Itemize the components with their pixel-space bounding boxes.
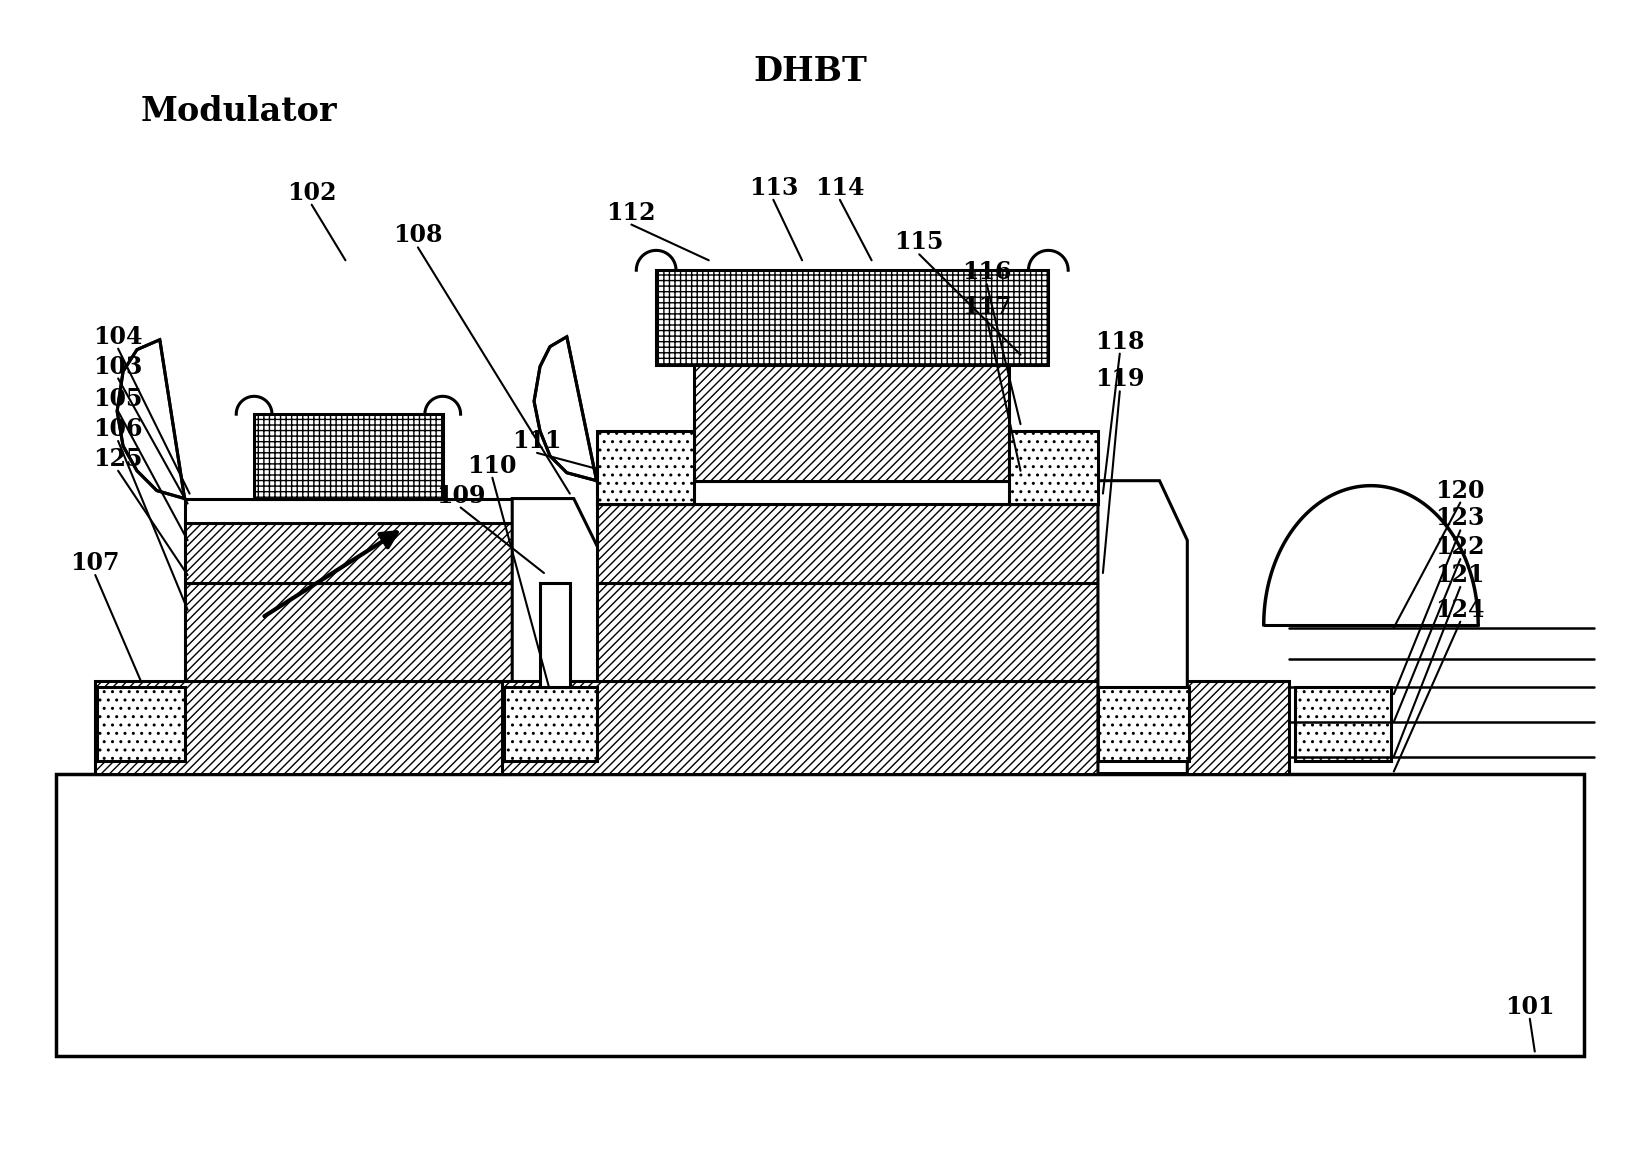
Bar [98,687,185,761]
Text: 102: 102 [288,181,337,205]
Bar [185,524,511,582]
Bar [502,681,1289,773]
Text: 122: 122 [1436,535,1485,559]
Bar [657,270,1049,365]
Text: 106: 106 [93,417,142,441]
Bar [1008,432,1098,503]
Text: 121: 121 [1436,563,1485,587]
Text: 110: 110 [467,453,516,478]
Text: 103: 103 [93,355,142,379]
Text: 108: 108 [394,223,443,247]
Text: 120: 120 [1436,479,1485,503]
Text: 113: 113 [748,176,797,200]
Text: 112: 112 [606,200,657,224]
Text: 114: 114 [815,176,864,200]
Text: 117: 117 [962,295,1011,319]
Bar [255,414,443,498]
Bar [1294,687,1391,761]
Text: Modulator: Modulator [141,94,338,128]
Text: 101: 101 [1505,994,1554,1019]
Bar [694,365,1008,481]
Text: 107: 107 [70,551,119,576]
Text: DHBT: DHBT [753,55,868,89]
Bar [185,498,511,524]
Text: 109: 109 [436,483,485,508]
Bar [185,582,511,681]
Polygon shape [1098,481,1188,773]
Text: 104: 104 [93,325,142,349]
Text: 111: 111 [513,429,562,453]
Text: 115: 115 [894,230,944,254]
Bar [596,503,1098,582]
Text: 125: 125 [93,447,142,471]
Text: 118: 118 [1095,329,1144,353]
Polygon shape [118,340,185,498]
Polygon shape [534,337,596,481]
Bar [596,582,1098,681]
Bar [56,773,1585,1057]
Text: 123: 123 [1436,506,1485,531]
Bar [539,582,570,687]
Text: 105: 105 [93,387,142,411]
Bar [505,687,596,761]
Bar [596,481,1098,503]
Polygon shape [511,498,601,773]
Text: 116: 116 [962,260,1011,284]
Bar [1098,687,1190,761]
Bar [95,681,511,773]
Text: 124: 124 [1436,597,1485,622]
Bar [596,432,694,503]
Text: 119: 119 [1095,367,1144,391]
